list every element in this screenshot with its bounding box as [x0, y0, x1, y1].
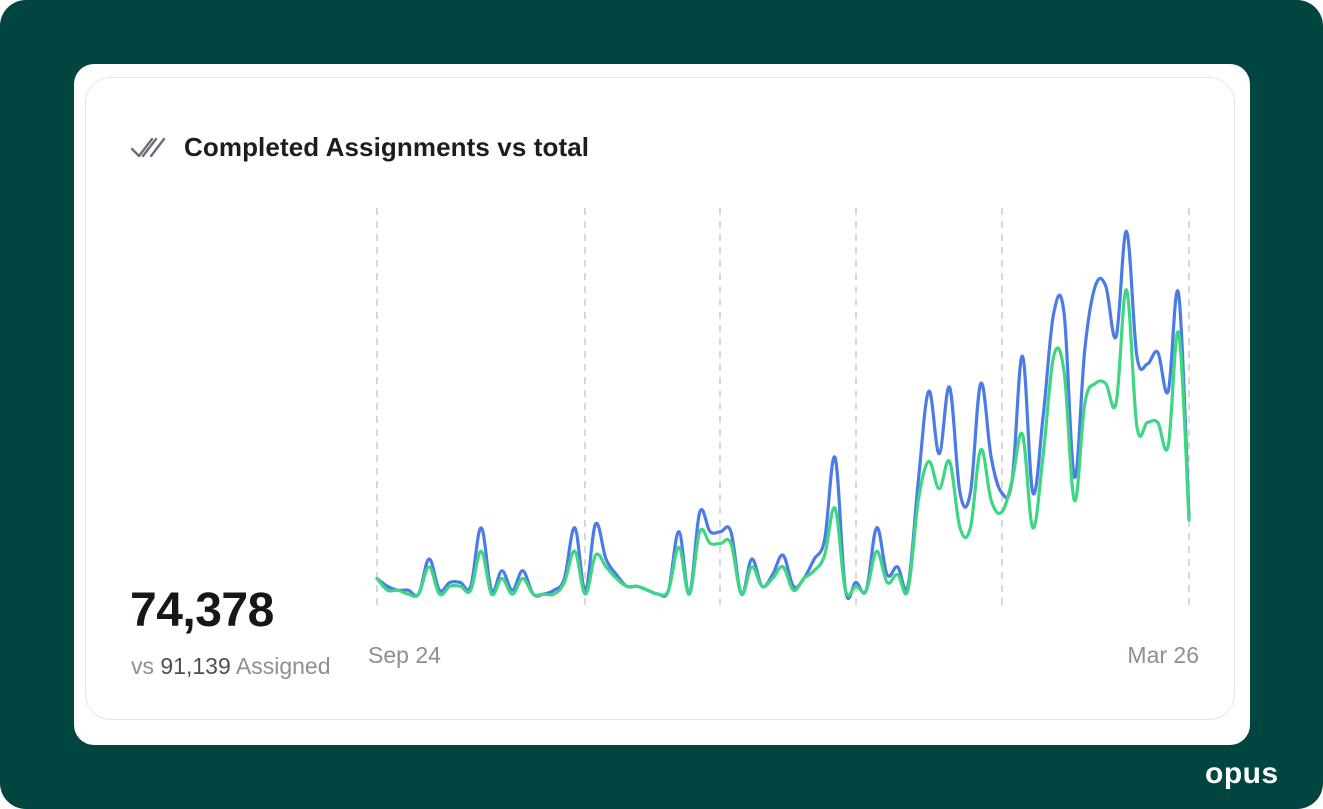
line-chart: Sep 24 Mar 26: [368, 208, 1199, 668]
chart-series: [375, 229, 1191, 601]
x-tick-label-start: Sep 24: [368, 642, 441, 668]
x-tick-label-end: Mar 26: [1127, 642, 1199, 668]
sub-suffix: Assigned: [235, 653, 331, 679]
card: Completed Assignments vs total 74,378 vs…: [74, 64, 1250, 745]
card-header: Completed Assignments vs total: [130, 132, 589, 163]
assigned-count: 91,139: [160, 653, 231, 679]
assigned-summary: vs 91,139 Assigned: [131, 653, 331, 680]
card-border: Completed Assignments vs total 74,378 vs…: [85, 77, 1235, 720]
double-check-icon: [130, 135, 168, 161]
series-line-completed: [375, 288, 1191, 599]
series-line-total: [375, 229, 1191, 601]
card-title: Completed Assignments vs total: [184, 132, 590, 162]
chart-grid: [376, 208, 1190, 608]
opus-logo: opus: [1205, 757, 1279, 790]
completed-count: 74,378: [130, 584, 274, 637]
sub-prefix: vs: [131, 653, 154, 679]
